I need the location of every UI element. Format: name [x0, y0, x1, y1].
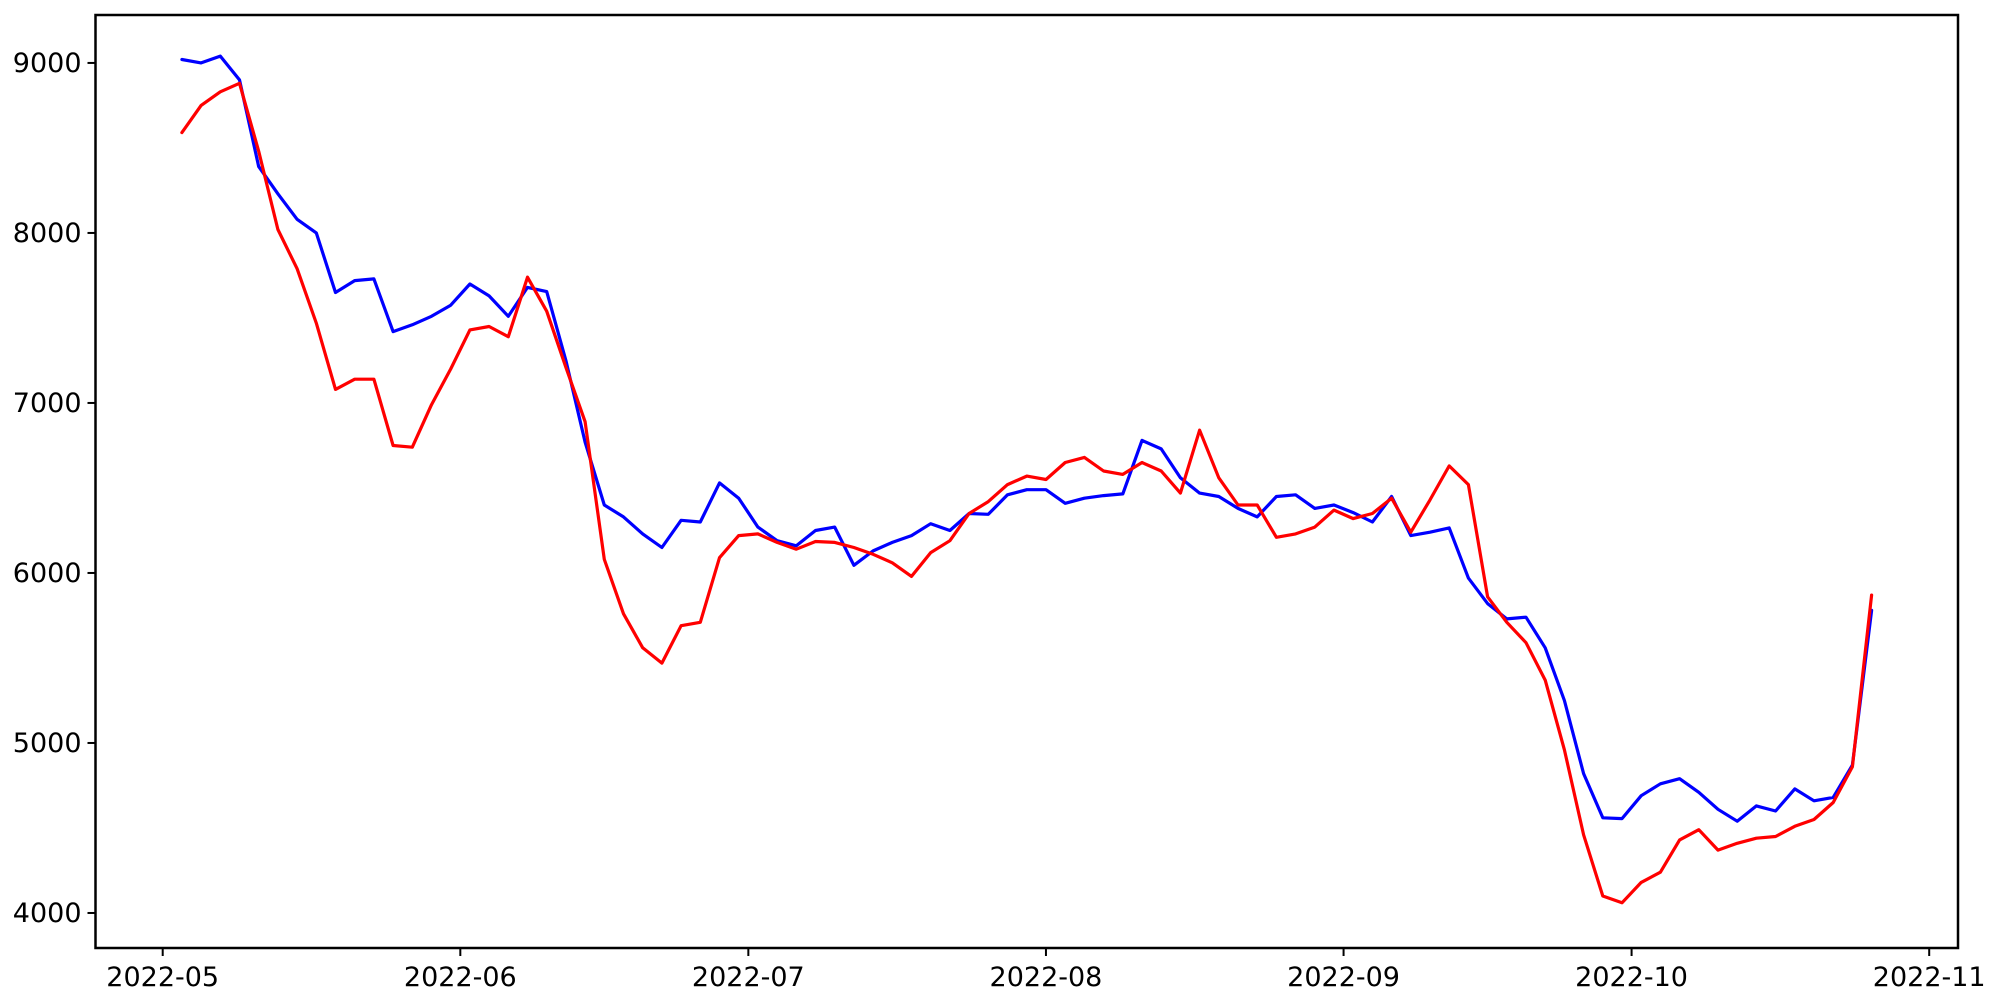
x-axis: 2022-05 2022-06 2022-07 2022-08 2022-09 2022-… — [106, 948, 1986, 993]
x-tick-label: 2022-05 — [106, 962, 219, 993]
x-tick-label: 2022-11 — [1873, 962, 1986, 993]
plot-area — [94, 13, 1960, 950]
x-tick-label: 2022-08 — [990, 962, 1103, 993]
red-series-line — [180, 81, 1874, 905]
y-tick-label: 8000 — [13, 218, 82, 249]
y-tick-label: 4000 — [13, 898, 82, 929]
plot-border — [94, 13, 1960, 950]
y-tick-label: 9000 — [13, 48, 82, 79]
x-tick-label: 2022-09 — [1287, 962, 1400, 993]
y-tick-label: 5000 — [13, 728, 82, 759]
blue-series-line — [180, 54, 1874, 823]
y-tick-label: 7000 — [13, 388, 82, 419]
y-axis: 4000 5000 6000 7000 8000 9000 — [13, 48, 96, 929]
x-tick-label: 2022-07 — [692, 962, 805, 993]
x-tick-label: 2022-10 — [1575, 962, 1688, 993]
y-tick-label: 6000 — [13, 558, 82, 589]
x-tick-label: 2022-06 — [404, 962, 517, 993]
